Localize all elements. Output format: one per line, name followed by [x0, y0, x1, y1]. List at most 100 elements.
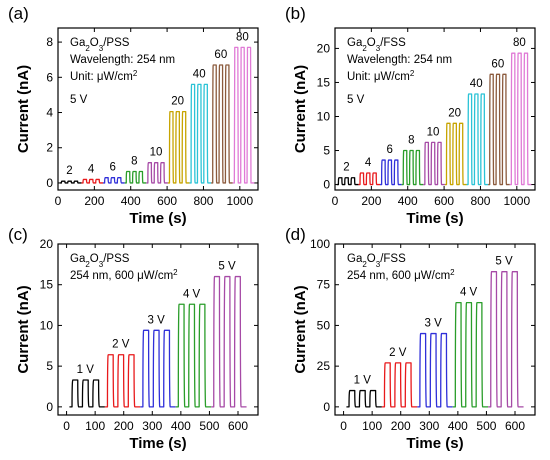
panel-d-tag: (d) [285, 225, 306, 244]
panel-c-xtick-label: 300 [142, 419, 162, 433]
panel-c-ytick-label: 15 [40, 278, 54, 292]
panel-c-ytick-label: 10 [40, 318, 54, 332]
panel-c-tag: (c) [8, 225, 28, 244]
panel-c-series-label: 4 V [183, 288, 201, 300]
panel-d-ylabel: Current (nA) [292, 285, 309, 373]
panel-d-ytick-label: 75 [317, 278, 331, 292]
panel-b-series-label: 20 [448, 107, 461, 119]
panel-a-xtick-label: 600 [157, 194, 177, 208]
panel-d-xtick-label: 400 [448, 419, 468, 433]
panel-a-series-label: 2 [66, 165, 72, 177]
panel-b-ytick-label: 20 [317, 41, 331, 55]
panel-b-ytick-label: 0 [323, 178, 330, 192]
panel-b-series-label: 10 [427, 126, 440, 138]
panel-d-series-label: 4 V [460, 287, 478, 299]
panel-a-series-label: 40 [193, 68, 206, 80]
panel-c-annotation: Ga2O3/PSS [70, 253, 130, 269]
panel-a-series-label: 80 [236, 31, 249, 43]
panel-d-series-1v [346, 389, 382, 408]
panel-b-ytick-label: 15 [317, 75, 331, 89]
panel-a-ylabel: Current (nA) [15, 65, 32, 153]
panel-c-ytick-label: 0 [46, 400, 53, 414]
panel-b-xlabel: Time (s) [406, 210, 463, 227]
panel-b-ytick-label: 5 [323, 144, 330, 158]
panel-a-series-label: 10 [150, 147, 163, 159]
panel-d-annotation: 254 nm, 600 μW/cm2 [347, 268, 455, 283]
panel-c-series-1v [69, 379, 105, 408]
panel-c-ylabel: Current (nA) [15, 285, 32, 373]
panel-b-series-6 [380, 159, 402, 186]
panel-c-xtick-label: 200 [114, 419, 134, 433]
panel-d-ytick-label: 50 [317, 318, 331, 332]
panel-b-xtick-label: 200 [361, 194, 381, 208]
panel-a-tag: (a) [8, 4, 29, 23]
panel-d-ytick-label: 100 [310, 237, 330, 251]
panel-a-series-label: 4 [88, 163, 95, 175]
panel-a-annotation: Ga2O3/PSS [70, 37, 130, 53]
panel-d-xtick-label: 600 [505, 419, 525, 433]
panel-d-xtick-label: 100 [362, 419, 382, 433]
panel-d-annotation: Ga2O3/FSS [347, 253, 406, 269]
panel-a-ytick-label: 8 [46, 35, 53, 49]
panel-c-series-5v [211, 275, 247, 408]
panel-a-series-40 [189, 83, 212, 184]
panel-c-series-label: 1 V [77, 364, 95, 376]
panel-a-ytick-label: 6 [46, 70, 53, 84]
panel-a-series-80 [232, 46, 255, 184]
panel-c-series-label: 3 V [148, 314, 166, 326]
panel-c-xtick-label: 400 [171, 419, 191, 433]
panel-d-series-label: 2 V [389, 347, 407, 359]
panel-d-series-3v [417, 332, 453, 408]
panel-b-series-2 [336, 177, 359, 186]
panel-c-xtick-label: 500 [199, 419, 219, 433]
panel-b-series-20 [444, 122, 467, 186]
panel-a-xtick-label: 1000 [226, 194, 253, 208]
panel-b-ylabel: Current (nA) [292, 65, 309, 153]
panel-b-tag: (b) [285, 4, 306, 23]
panel-c-xtick-label: 100 [85, 419, 105, 433]
panel-a-series-6 [103, 177, 125, 184]
panel-a-series-8 [124, 170, 147, 184]
panel-a-frame [57, 27, 259, 191]
panel-b-series-label: 2 [343, 162, 349, 174]
panel-c-annotation: 254 nm, 600 μW/cm2 [70, 268, 178, 283]
panel-d-xtick-label: 200 [391, 419, 411, 433]
panel-c-xtick-label: 600 [228, 419, 248, 433]
panel-a-xtick-label: 400 [121, 194, 141, 208]
panel-a-annotation: 5 V [70, 94, 88, 106]
panel-d-series-label: 5 V [495, 256, 513, 268]
panel-a-series-60 [211, 64, 233, 184]
panel-c-series-label: 2 V [112, 339, 130, 351]
panel-b-xtick-label: 400 [398, 194, 418, 208]
panel-c-xlabel: Time (s) [129, 435, 186, 452]
panel-d-frame [334, 243, 536, 416]
panel-b-annotation: Ga2O3/FSS [347, 37, 406, 53]
panel-b-ytick-label: 10 [317, 109, 331, 123]
panel-b-annotation: Wavelength: 254 nm [347, 54, 452, 66]
panel-a-xtick-label: 0 [55, 194, 62, 208]
panel-c-xtick-label: 0 [63, 419, 70, 433]
panel-d-ytick-label: 25 [317, 359, 331, 373]
panel-b-series-60 [488, 73, 510, 186]
panel-d-series-4v [452, 301, 489, 408]
panel-d-series-2v [381, 362, 418, 408]
panel-a-xtick-label: 800 [193, 194, 213, 208]
panel-c-frame [57, 243, 259, 416]
panel-b-series-label: 40 [470, 78, 483, 90]
panel-b-annotation: 5 V [347, 94, 365, 106]
panel-d-series-label: 1 V [354, 375, 372, 387]
panel-b-series-4 [358, 172, 381, 186]
panel-d-xtick-label: 0 [340, 419, 347, 433]
panel-a-series-label: 60 [214, 49, 227, 61]
panel-d-xtick-label: 300 [419, 419, 439, 433]
panel-a-xlabel: Time (s) [129, 210, 186, 227]
panel-a-ytick-label: 2 [46, 141, 53, 155]
panel-a-xtick-label: 200 [84, 194, 104, 208]
panel-b-series-80 [509, 52, 532, 186]
panel-a-series-4 [81, 178, 104, 184]
panel-d-ytick-label: 0 [323, 400, 330, 414]
panel-b-xtick-label: 0 [332, 194, 339, 208]
panel-a-series-label: 8 [131, 156, 137, 168]
